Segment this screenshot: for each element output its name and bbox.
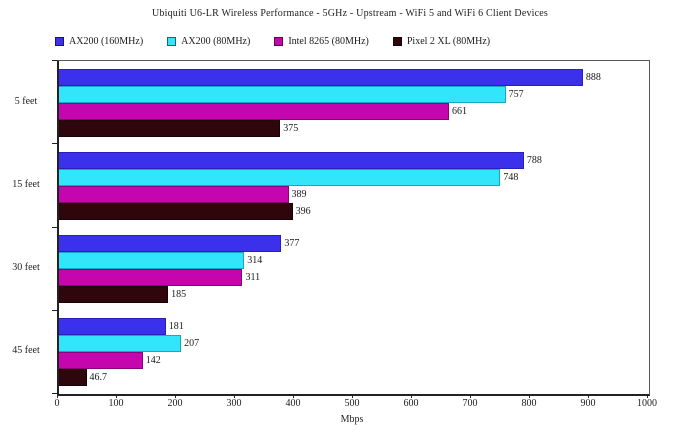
bar: [59, 202, 293, 220]
bar: [59, 235, 282, 253]
bar: [59, 352, 143, 370]
legend-swatch: [167, 37, 177, 46]
bar: [59, 318, 166, 336]
bar: [59, 119, 281, 137]
bar-value-label: 375: [283, 122, 299, 134]
y-axis-category-label: 15 feet: [12, 178, 40, 190]
y-axis-category-label: 5 feet: [14, 95, 38, 107]
legend-item: Pixel 2 XL (80MHz): [392, 36, 491, 47]
x-axis-tick: [647, 394, 648, 398]
bar-value-label: 788: [526, 154, 542, 166]
legend-item: AX200 (80MHz): [167, 36, 250, 47]
chart-title: Ubiquiti U6-LR Wireless Performance - 5G…: [151, 8, 549, 19]
bar: [59, 85, 506, 103]
x-axis-tick-label: 200: [167, 398, 183, 409]
legend-swatch: [274, 37, 284, 46]
y-axis-tick: [52, 60, 57, 61]
legend-swatch: [55, 37, 64, 46]
y-axis-tick: [52, 393, 57, 394]
bar-value-label: 142: [145, 355, 161, 367]
bar: [59, 252, 245, 270]
y-axis-tick: [52, 310, 57, 311]
bar: [59, 185, 289, 203]
plot-area: 888 757 661 375 788 748 389 396 377 314 311 185 181 2…: [57, 60, 650, 396]
x-axis-tick-label: 0: [54, 398, 60, 409]
x-axis-tick: [411, 394, 412, 398]
bar: [59, 335, 182, 353]
x-axis-label: Mbps: [340, 414, 364, 425]
bar-value-label: 185: [171, 289, 187, 301]
bar-value-label: 757: [508, 88, 524, 100]
x-axis-tick: [588, 394, 589, 398]
bar: [59, 369, 87, 387]
bar-value-label: 314: [247, 255, 263, 267]
y-axis-tick: [52, 227, 57, 228]
x-axis-tick-label: 800: [521, 398, 537, 409]
x-axis-tick: [116, 394, 117, 398]
x-axis-tick: [293, 394, 294, 398]
y-axis-category-label: 30 feet: [12, 262, 40, 274]
bar: [59, 168, 501, 186]
x-axis-tick-label: 900: [580, 398, 596, 409]
x-axis-tick: [57, 394, 58, 398]
x-axis-tick: [470, 394, 471, 398]
legend-item-label: Pixel 2 XL (80MHz): [406, 36, 491, 47]
legend: AX200 (160MHz) AX200 (80MHz) Intel 8265 (8…: [55, 36, 490, 47]
x-axis-tick-label: 600: [403, 398, 419, 409]
y-axis-category-label: 45 feet: [12, 345, 40, 357]
x-axis-tick: [234, 394, 235, 398]
legend-item-label: Intel 8265 (80MHz): [288, 36, 369, 47]
y-axis-category-labels: 5 feet 15 feet 30 feet 45 feet: [0, 60, 52, 393]
bar-value-label: 377: [284, 238, 300, 250]
bar-value-label: 396: [295, 205, 311, 217]
bar-value-label: 389: [291, 188, 307, 200]
bar-value-label: 46.7: [89, 372, 108, 384]
bar: [59, 151, 524, 169]
legend-swatch: [392, 37, 402, 46]
bar-value-label: 207: [184, 338, 200, 350]
bar: [59, 286, 169, 304]
x-axis-tick: [529, 394, 530, 398]
x-axis-tick: [352, 394, 353, 398]
bar: [59, 269, 243, 287]
bar-value-label: 181: [168, 321, 184, 333]
x-axis-tick-label: 1000: [637, 398, 657, 409]
x-axis-tick-label: 400: [285, 398, 301, 409]
bar-value-label: 311: [245, 272, 261, 284]
x-axis-tick-label: 300: [226, 398, 242, 409]
legend-item-label: AX200 (80MHz): [181, 36, 251, 47]
x-axis-tick-label: 500: [344, 398, 360, 409]
legend-item: Intel 8265 (80MHz): [274, 36, 369, 47]
x-axis-tick-label: 700: [462, 398, 478, 409]
x-axis-tick-label: 100: [108, 398, 124, 409]
legend-item-label: AX200 (160MHz): [69, 36, 144, 47]
legend-item: AX200 (160MHz): [55, 36, 143, 47]
bar: [59, 68, 583, 86]
bar-value-label: 661: [451, 105, 467, 117]
bar: [59, 102, 449, 120]
bar-value-label: 748: [503, 171, 519, 183]
y-axis-tick: [52, 143, 57, 144]
x-axis-tick: [175, 394, 176, 398]
bar-value-label: 888: [585, 71, 601, 83]
